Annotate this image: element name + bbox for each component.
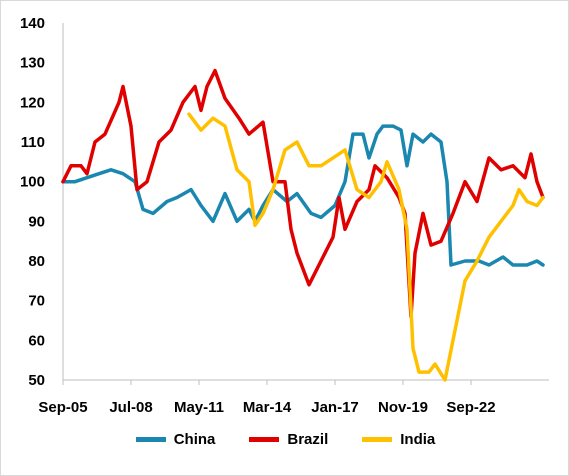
line-chart: 50 60 70 80 90 100 110 120 130 140 Sep-05 Jul-08 May…: [20, 15, 549, 416]
y-tick-label: 50: [28, 372, 45, 389]
y-tick-label: 130: [20, 55, 45, 72]
series-line-brazil: [61, 68, 545, 319]
series-line-china: [61, 124, 545, 267]
y-tick-label: 90: [28, 213, 45, 230]
x-tick-label: Sep-05: [38, 399, 87, 416]
series-layer: [61, 68, 545, 382]
y-tick-label: 100: [20, 174, 45, 191]
x-tick-label: Sep-22: [446, 399, 495, 416]
y-tick-label: 140: [20, 15, 45, 32]
x-tick-label: Nov-19: [378, 399, 428, 416]
legend-label-china: China: [173, 431, 216, 448]
x-tick-label: May-11: [174, 399, 224, 416]
y-tick-label: 110: [21, 134, 45, 151]
legend-item-brazil: Brazil: [249, 431, 328, 448]
legend-label-india: India: [400, 431, 436, 448]
y-tick-label: 120: [20, 94, 45, 111]
legend: China Brazil India: [1, 431, 568, 448]
legend-swatch-india: [362, 437, 393, 442]
axes: 50 60 70 80 90 100 110 120 130 140 Sep-05 Jul-08 May…: [20, 15, 549, 416]
series-line-india: [187, 112, 545, 382]
legend-label-brazil: Brazil: [287, 431, 329, 448]
y-tick-label: 70: [28, 293, 45, 310]
legend-item-india: India: [362, 431, 435, 448]
x-tick-label: Jan-17: [311, 399, 359, 416]
legend-swatch-brazil: [249, 437, 280, 442]
legend-item-china: China: [135, 431, 216, 448]
x-tick-label: Mar-14: [243, 399, 292, 416]
y-tick-label: 60: [28, 332, 45, 349]
y-tick-label: 80: [28, 253, 45, 270]
legend-swatch-china: [135, 437, 166, 442]
x-tick-label: Jul-08: [109, 399, 152, 416]
